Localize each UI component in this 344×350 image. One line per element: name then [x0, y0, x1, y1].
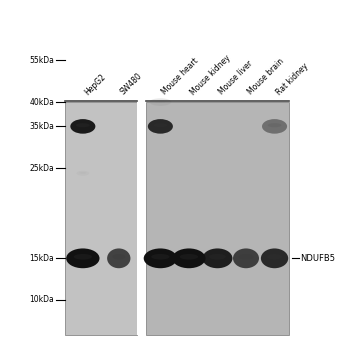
Ellipse shape: [153, 123, 167, 127]
Ellipse shape: [76, 171, 89, 176]
Ellipse shape: [144, 248, 177, 268]
Ellipse shape: [233, 248, 259, 268]
Bar: [65, 102, 137, 335]
Text: NDUFB5: NDUFB5: [301, 254, 335, 263]
Text: 10kDa: 10kDa: [30, 295, 54, 304]
Text: 35kDa: 35kDa: [29, 122, 54, 131]
Ellipse shape: [203, 248, 233, 268]
Text: Mouse kidney: Mouse kidney: [189, 53, 233, 97]
Text: Rat kidney: Rat kidney: [275, 62, 310, 97]
Text: 25kDa: 25kDa: [30, 163, 54, 173]
Ellipse shape: [70, 119, 95, 134]
Text: 15kDa: 15kDa: [30, 254, 54, 263]
Ellipse shape: [262, 119, 287, 134]
Ellipse shape: [150, 98, 171, 106]
Ellipse shape: [180, 254, 198, 259]
Text: Mouse brain: Mouse brain: [246, 57, 286, 97]
Ellipse shape: [76, 123, 90, 127]
Ellipse shape: [268, 123, 281, 127]
Ellipse shape: [112, 254, 125, 259]
Text: HepG2: HepG2: [83, 72, 108, 97]
Bar: [146, 102, 289, 335]
Ellipse shape: [209, 254, 226, 259]
Text: Mouse heart: Mouse heart: [160, 57, 201, 97]
Ellipse shape: [267, 254, 282, 259]
Ellipse shape: [261, 248, 288, 268]
Ellipse shape: [74, 254, 92, 259]
Ellipse shape: [148, 119, 173, 134]
Ellipse shape: [66, 248, 99, 268]
Ellipse shape: [239, 254, 253, 259]
Text: 40kDa: 40kDa: [29, 98, 54, 107]
Text: Mouse liver: Mouse liver: [217, 60, 255, 97]
Ellipse shape: [107, 248, 130, 268]
Text: SW480: SW480: [119, 72, 144, 97]
Ellipse shape: [151, 254, 170, 259]
Ellipse shape: [172, 248, 206, 268]
Bar: [137, 102, 146, 335]
Text: 55kDa: 55kDa: [29, 56, 54, 65]
